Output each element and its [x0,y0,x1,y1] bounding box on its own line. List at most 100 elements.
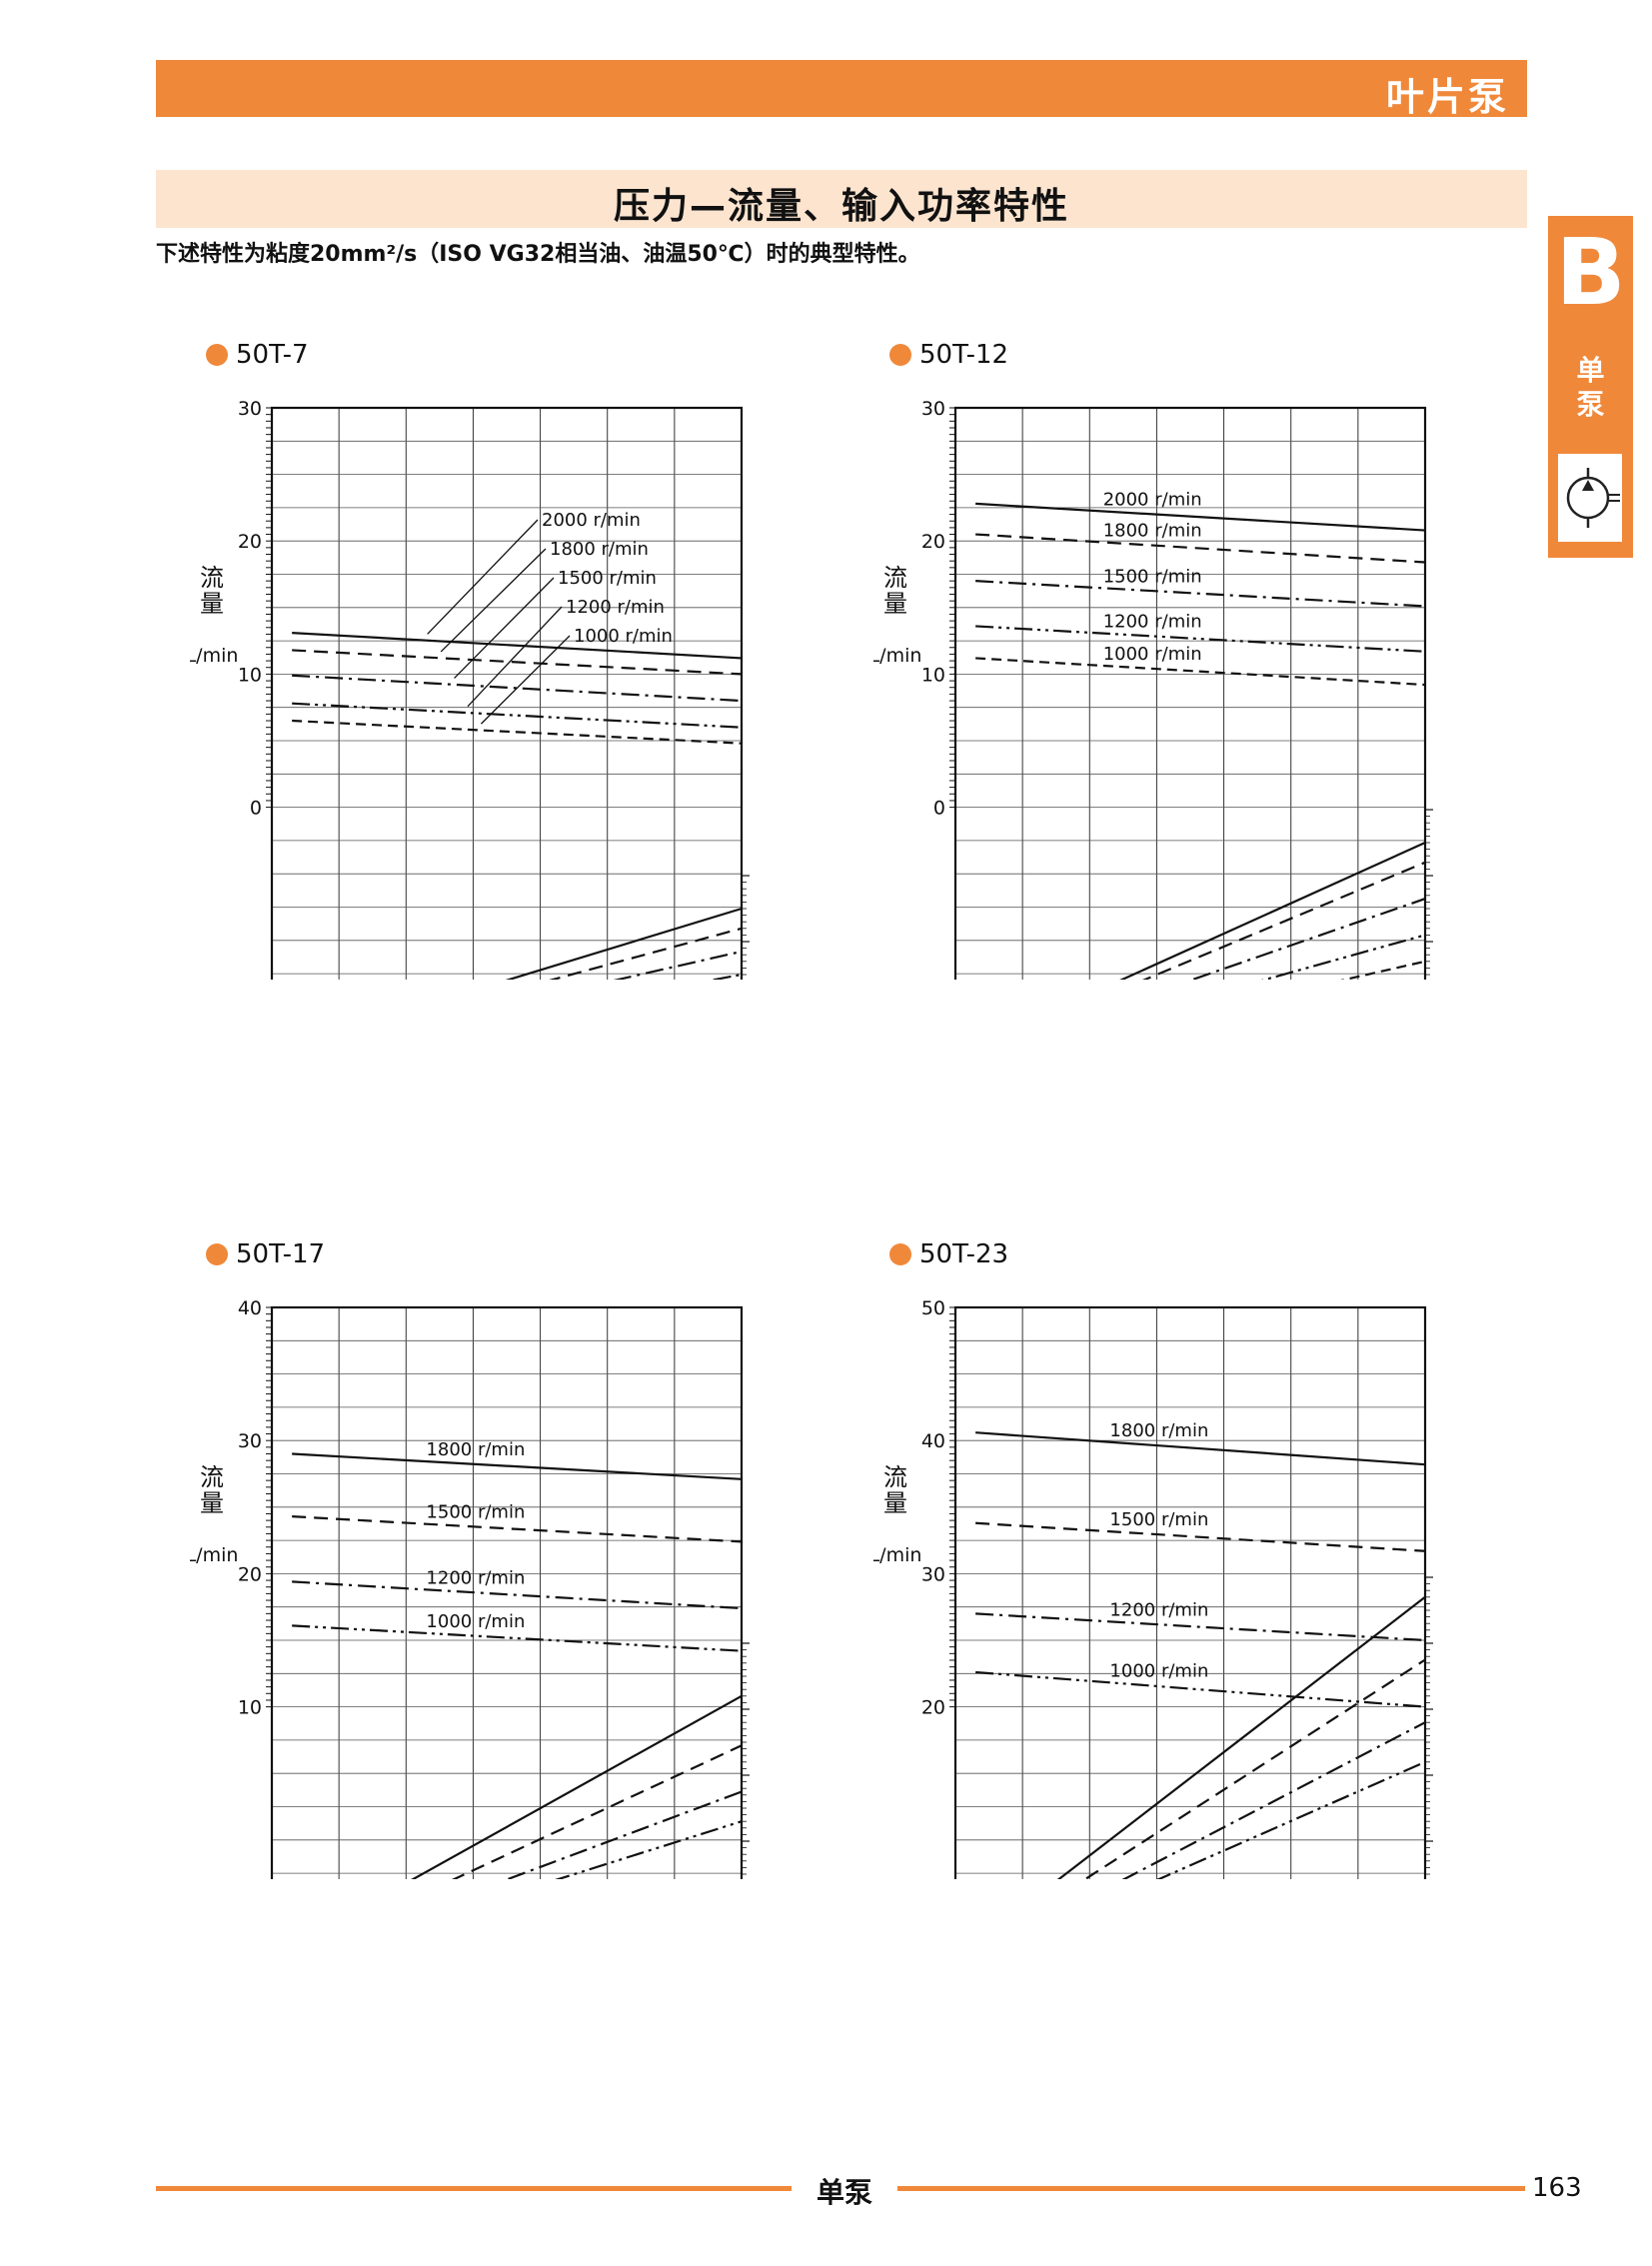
page-header-bar: 叶片泵 [156,60,1527,119]
flow-series-line [975,1431,1426,1466]
section-note: 下述特性为粘度20mm²/s（ISO VG32相当油、油温50℃）时的典型特性。 [156,242,920,267]
series-label: 1000 r/min [574,626,673,647]
flow-series-line [292,674,743,703]
flow-axis-label: 流 [200,1463,224,1491]
flow-series-line [975,1612,1426,1642]
flow-tick-label: 20 [921,1697,945,1719]
power-series-line [1155,1760,1426,1879]
power-series-line [555,1820,743,1879]
power-series-line [411,1694,743,1879]
flow-tick-label: 40 [921,1430,945,1452]
power-series-line [451,1744,743,1879]
series-label: 1200 r/min [1103,612,1202,633]
side-tab-label: 单泵 [1576,354,1605,421]
chart-50t-23: 50T-23 20304050012345601234567压力 MPa流量L/… [873,1239,1433,1879]
flow-axis-label: 量 [883,1489,907,1517]
flow-tick-label: 40 [238,1297,262,1319]
flow-series-line [292,1580,743,1610]
flow-axis-label: 流 [883,1463,907,1491]
chart-title: 50T-7 [206,340,309,370]
flow-tick-label: 20 [238,531,262,553]
series-label: 1500 r/min [1103,566,1202,587]
side-tab: B 单泵 [1548,216,1633,558]
flow-series-line [975,580,1426,608]
chart-svg: 20304050012345601234567压力 MPa流量L/min输入功率… [873,1297,1433,1879]
power-series-line [1119,841,1426,980]
flow-axis-unit: L/min [873,645,921,667]
series-label: 1200 r/min [1109,1599,1208,1620]
pump-symbol-icon [1558,454,1622,542]
flow-axis-label: 量 [200,590,224,618]
power-series-line [1340,960,1426,980]
flow-axis-unit: L/min [190,645,238,667]
plot-frame [270,406,744,980]
flow-axis-label: 流 [883,564,907,592]
flow-series-line [292,719,743,745]
power-series-line [505,907,743,980]
bullet-dot-icon [889,344,911,366]
series-leader-line [440,548,547,653]
flow-series-line [292,702,743,729]
flow-axis-label: 量 [883,590,907,618]
chart-50t-12: 50T-12 01020300123401234567压力 MPa流量L/min… [873,340,1433,980]
flow-tick-label: 20 [238,1563,262,1585]
flow-axis-label: 量 [200,1489,224,1517]
footer-text: 单泵 [816,2176,872,2209]
bullet-dot-icon [889,1243,911,1265]
flow-series-line [975,502,1426,532]
series-label: 1800 r/min [1103,520,1202,541]
footer-line-right [897,2186,1525,2191]
flow-tick-label: 20 [921,531,945,553]
flow-series-line [292,649,743,676]
footer-line-left [156,2186,792,2191]
chart-50t-17: 50T-17 1020304001234501234567压力 MPa流量L/m… [190,1239,750,1879]
series-label: 2000 r/min [542,510,641,531]
bullet-dot-icon [206,344,228,366]
chart-50t-7: 50T-7 0102030012301234567压力 MPa流量L/min输入… [190,340,750,980]
power-series-line [1121,1721,1426,1879]
chart-title: 50T-23 [889,1239,1008,1269]
flow-series-line [975,533,1426,564]
plot-frame [270,1305,744,1879]
chart-svg: 0102030012301234567压力 MPa流量L/min输入功率kW20… [190,398,750,980]
flow-tick-label: 10 [238,664,262,686]
flow-tick-label: 0 [933,798,945,820]
series-leader-line [467,606,563,708]
flow-axis-unit: L/min [190,1544,238,1566]
flow-series-line [975,1670,1426,1708]
series-label: 2000 r/min [1103,489,1202,510]
header-title: 叶片泵 [1385,75,1509,119]
flow-tick-label: 10 [238,1697,262,1719]
power-series-line [1082,1658,1426,1879]
series-leader-line [480,635,571,725]
flow-tick-label: 30 [238,398,262,420]
flow-tick-label: 30 [921,398,945,420]
flow-series-line [975,1521,1426,1552]
series-leader-line [427,519,539,635]
flow-axis-label: 流 [200,564,224,592]
section-header-bar: 压力—流量、输入功率特性 [156,170,1527,228]
bullet-dot-icon [206,1243,228,1265]
flow-tick-label: 50 [921,1297,945,1319]
flow-series-line [975,625,1426,653]
flow-tick-label: 30 [921,1563,945,1585]
power-series-line [1188,898,1426,980]
chart-svg: 1020304001234501234567压力 MPa流量L/min输入功率k… [190,1297,750,1879]
section-title: 压力—流量、输入功率特性 [613,186,1069,227]
power-series-line [1056,1595,1426,1879]
series-label: 1800 r/min [1109,1420,1208,1441]
series-label: 1500 r/min [1109,1509,1208,1530]
flow-tick-label: 0 [250,798,262,820]
flow-series-line [292,1452,743,1480]
side-tab-text: 单泵 [1548,354,1633,422]
chart-title: 50T-17 [206,1239,325,1269]
series-label: 1500 r/min [426,1502,525,1523]
flow-series-line [975,657,1426,687]
series-label: 1800 r/min [550,539,649,560]
series-label: 1800 r/min [426,1439,525,1460]
series-label: 1000 r/min [1103,644,1202,665]
flow-series-line [292,1624,743,1652]
flow-series-line [292,1515,743,1543]
series-label: 1200 r/min [426,1567,525,1588]
series-label: 1200 r/min [566,597,665,618]
